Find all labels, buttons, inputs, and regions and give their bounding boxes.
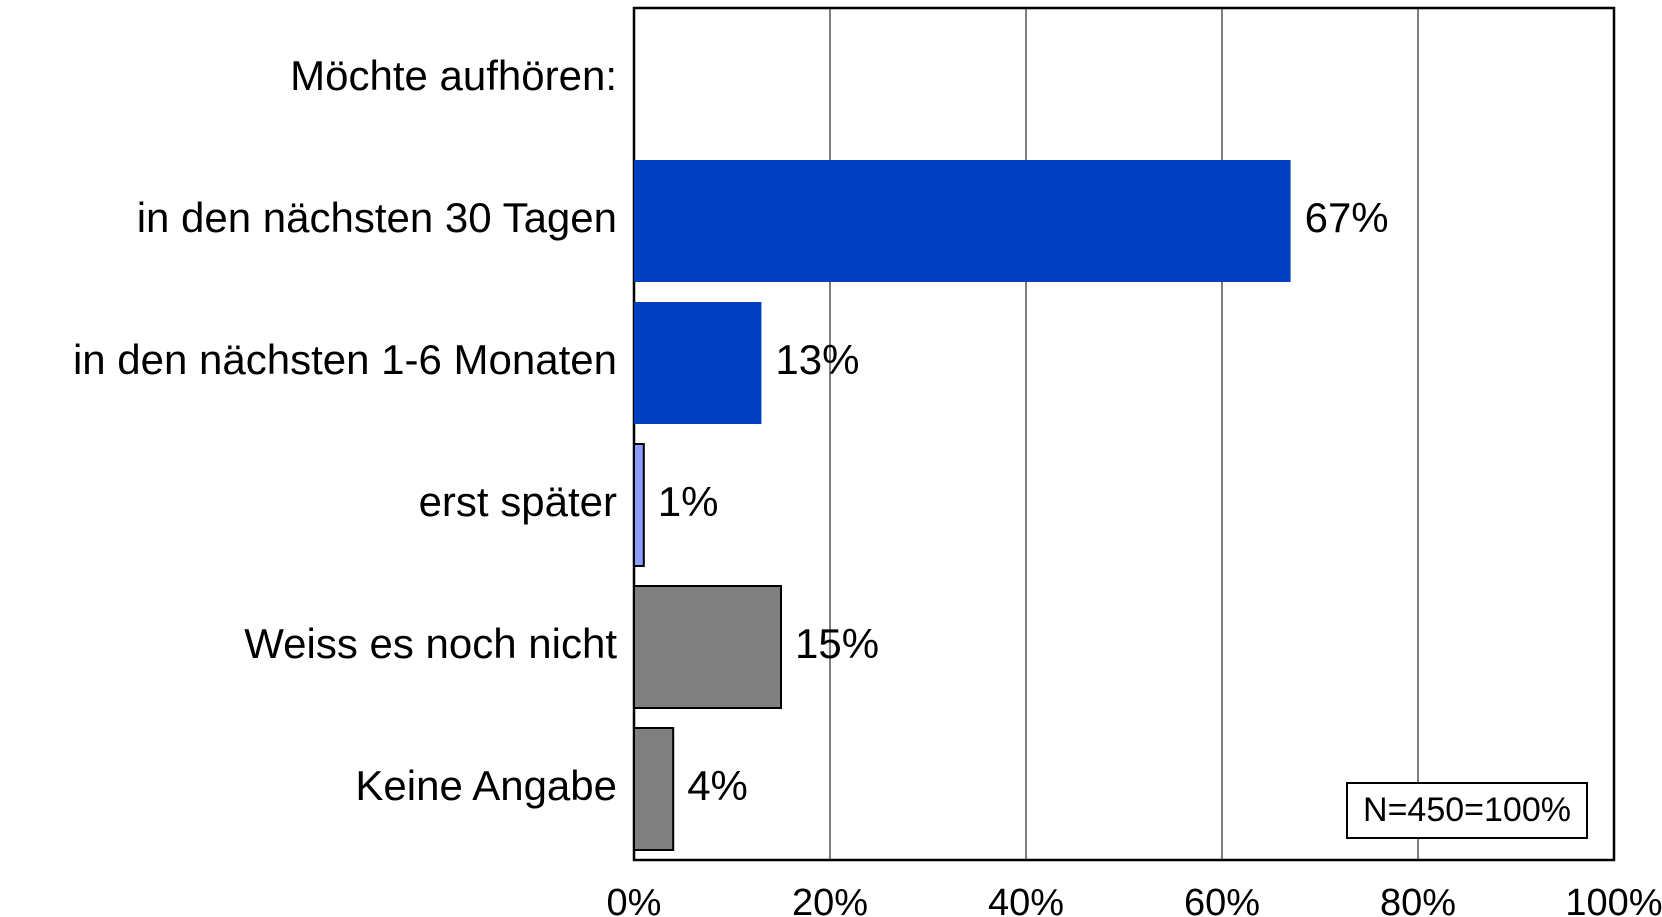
y-tick-label: in den nächsten 30 Tagen: [137, 194, 617, 241]
y-tick-label: erst später: [419, 478, 617, 525]
value-label: 67%: [1305, 194, 1389, 241]
plot-area: [634, 8, 1614, 860]
annotation-box: [1346, 782, 1588, 839]
bar: [634, 160, 1291, 282]
value-label: 13%: [775, 336, 859, 383]
y-tick-label: in den nächsten 1-6 Monaten: [73, 336, 617, 383]
x-tick-label: 40%: [988, 882, 1064, 917]
y-tick-label: Keine Angabe: [355, 762, 617, 809]
x-tick-label: 0%: [607, 882, 662, 917]
x-tick-label: 80%: [1380, 882, 1456, 917]
x-tick-label: 20%: [792, 882, 868, 917]
y-tick-label: Weiss es noch nicht: [244, 620, 617, 667]
x-tick-label: 100%: [1565, 882, 1662, 917]
x-tick-label: 60%: [1184, 882, 1260, 917]
value-label: 1%: [658, 478, 719, 525]
annotation: N=450=100%: [1363, 791, 1571, 829]
bar: [633, 585, 782, 709]
y-tick-label: Möchte aufhören:: [290, 52, 617, 99]
bar: [633, 727, 675, 851]
value-label: 4%: [687, 762, 748, 809]
bar: [633, 443, 645, 567]
plot-border: [632, 6, 1616, 862]
bar: [634, 302, 762, 424]
value-label: 15%: [795, 620, 879, 667]
